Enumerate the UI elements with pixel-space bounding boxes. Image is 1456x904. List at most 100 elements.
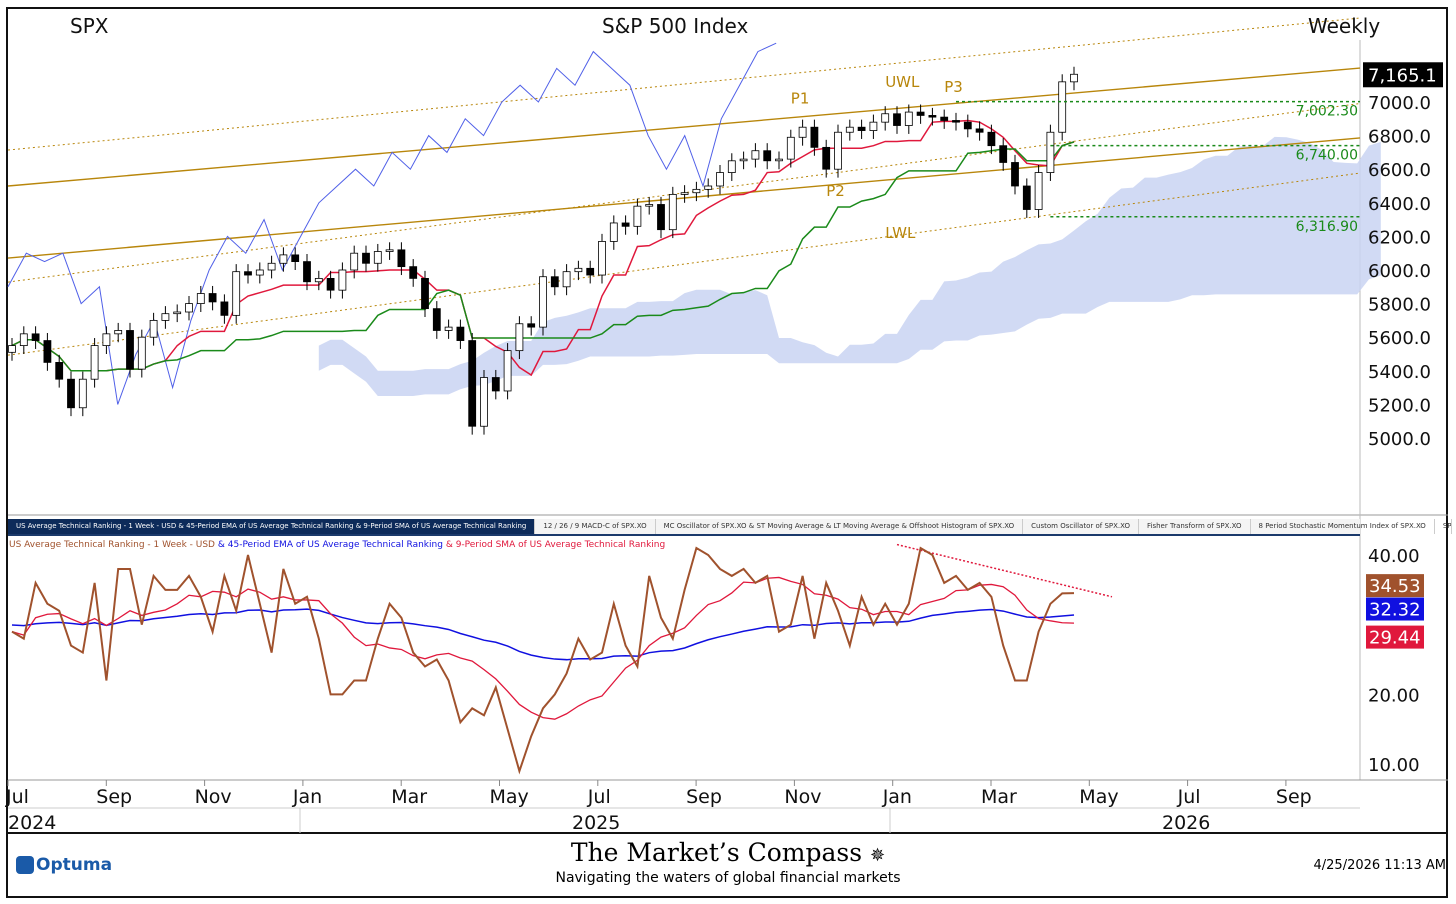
candle-body bbox=[562, 271, 571, 288]
candle-body bbox=[19, 333, 28, 346]
month-label: Sep bbox=[1276, 786, 1312, 808]
candle-body bbox=[8, 345, 16, 353]
optuma-logo: Optuma bbox=[16, 855, 112, 875]
candle-body bbox=[468, 340, 477, 427]
candle-body bbox=[621, 222, 630, 227]
candle-body bbox=[232, 271, 241, 316]
tab-mc-oscillator[interactable]: MC Oscillator of SPX.XO & ST Moving Aver… bbox=[656, 519, 1024, 534]
candle-body bbox=[586, 267, 595, 276]
candle-body bbox=[350, 252, 359, 271]
candle-body bbox=[598, 241, 606, 276]
month-label: Sep bbox=[686, 786, 722, 808]
month-label: Jan bbox=[882, 786, 912, 808]
month-label: May bbox=[490, 786, 529, 808]
candle-body bbox=[716, 172, 724, 187]
ranking-tick: 20.00 bbox=[1368, 685, 1420, 706]
candle-body bbox=[137, 336, 146, 370]
candle-body bbox=[255, 269, 264, 276]
price-tick: 6600.0 bbox=[1368, 160, 1431, 181]
price-tick: 6200.0 bbox=[1368, 227, 1431, 248]
candle-body bbox=[456, 326, 465, 341]
ema-line bbox=[11, 608, 1075, 661]
candle-body bbox=[220, 301, 229, 316]
sma-value-label: 29.44 bbox=[1369, 628, 1421, 649]
level-label: 6,316.90 bbox=[1296, 219, 1358, 235]
ichimoku-cloud bbox=[318, 136, 1381, 397]
candle-body bbox=[503, 350, 512, 392]
candle-body bbox=[810, 126, 819, 148]
lower-legend: US Average Technical Ranking - 1 Week - … bbox=[9, 540, 665, 550]
candle-body bbox=[751, 150, 760, 160]
candle-body bbox=[1058, 81, 1067, 133]
tab-macd[interactable]: 12 / 26 / 9 MACD-C of SPX.XO bbox=[535, 519, 656, 534]
candle-body bbox=[763, 150, 772, 162]
tab-breadth[interactable]: SPX Daily Momentum / Breadth Oscilla... bbox=[1435, 519, 1452, 534]
candle-body bbox=[409, 266, 418, 279]
candle-body bbox=[1022, 185, 1031, 210]
tab-fisher[interactable]: Fisher Transform of SPX.XO bbox=[1139, 519, 1251, 534]
last-price-box bbox=[1363, 62, 1443, 88]
candle-body bbox=[692, 188, 701, 194]
year-label: 2026 bbox=[1162, 812, 1210, 834]
candle-body bbox=[952, 120, 960, 123]
candle-body bbox=[904, 111, 913, 126]
candle-body bbox=[574, 267, 583, 273]
candle-body bbox=[869, 121, 878, 131]
candle-body bbox=[43, 340, 52, 363]
candle-body bbox=[1034, 172, 1043, 210]
candle-body bbox=[857, 126, 866, 131]
candle-body bbox=[185, 303, 193, 313]
candle-body bbox=[680, 192, 689, 195]
candle-body bbox=[940, 116, 949, 121]
month-label: Jul bbox=[1177, 786, 1201, 808]
month-label: Nov bbox=[784, 786, 821, 808]
candle-body bbox=[645, 204, 654, 207]
candle-body bbox=[362, 252, 370, 264]
channel-line bbox=[7, 172, 1361, 356]
price-tick: 5600.0 bbox=[1368, 328, 1431, 349]
candle-body bbox=[55, 361, 64, 380]
ranking-line bbox=[11, 546, 1075, 775]
candle-body bbox=[338, 269, 347, 291]
candle-body bbox=[834, 131, 842, 170]
sma-line bbox=[11, 576, 1075, 720]
annotation-label: P2 bbox=[826, 182, 845, 200]
sma-value-box bbox=[1366, 625, 1424, 649]
compass-icon: ✵ bbox=[870, 845, 886, 866]
candle-body bbox=[1011, 162, 1019, 187]
ranking-tick: 10.00 bbox=[1368, 755, 1420, 776]
candle-body bbox=[928, 115, 937, 118]
candle-body bbox=[916, 111, 925, 116]
candle-body bbox=[303, 261, 311, 283]
trend-line bbox=[896, 543, 1113, 598]
candle-body bbox=[279, 254, 288, 264]
month-label: Sep bbox=[96, 786, 132, 808]
candle-body bbox=[480, 377, 488, 427]
tab-custom-oscillator[interactable]: Custom Oscillator of SPX.XO bbox=[1023, 519, 1139, 534]
footer-title-text: The Market’s Compass bbox=[570, 838, 863, 867]
tab-prev-button[interactable]: ‹ bbox=[1452, 519, 1456, 534]
candle-body bbox=[881, 113, 890, 123]
candle-body bbox=[668, 193, 677, 231]
candle-body bbox=[798, 126, 807, 138]
indicator-tabs: US Average Technical Ranking - 1 Week - … bbox=[8, 519, 1452, 536]
month-label: Jul bbox=[587, 786, 611, 808]
legend-ema: & 45-Period EMA of US Average Technical … bbox=[215, 540, 443, 550]
month-label: Mar bbox=[981, 786, 1017, 808]
candle-body bbox=[397, 249, 406, 268]
candle-body bbox=[491, 377, 500, 392]
candle-body bbox=[267, 262, 276, 271]
tab-stochastic[interactable]: 8 Period Stochastic Momentum Index of SP… bbox=[1251, 519, 1435, 534]
ranking-value-box bbox=[1366, 574, 1424, 598]
legend-ranking: US Average Technical Ranking - 1 Week - … bbox=[9, 540, 215, 550]
candle-body bbox=[727, 160, 736, 173]
optuma-icon bbox=[16, 856, 34, 874]
tab-ranking[interactable]: US Average Technical Ranking - 1 Week - … bbox=[8, 519, 536, 534]
base-line bbox=[11, 141, 1075, 372]
level-label: 6,740.00 bbox=[1296, 148, 1358, 164]
candle-body bbox=[291, 254, 300, 263]
price-tick: 6400.0 bbox=[1368, 194, 1431, 215]
ranking-value-label: 34.53 bbox=[1369, 576, 1421, 597]
candle-body bbox=[657, 204, 665, 231]
